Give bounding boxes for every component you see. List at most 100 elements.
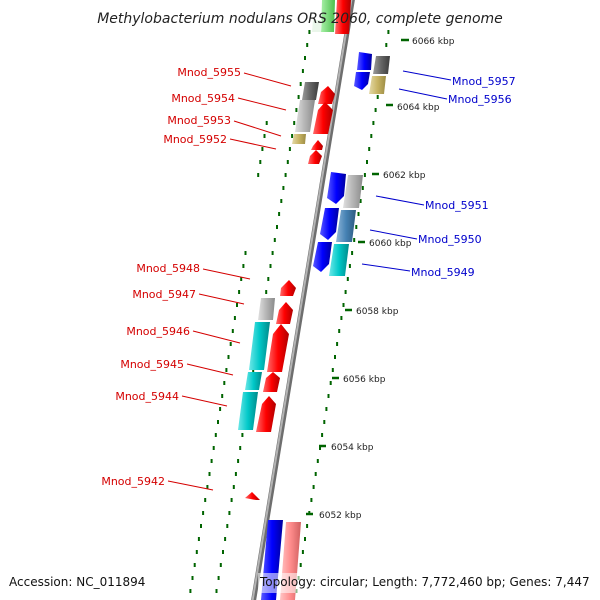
track-dot: [304, 537, 306, 541]
scale-label: 6056 kbp: [343, 375, 386, 385]
gene-label[interactable]: Mnod_5950: [418, 233, 482, 246]
gene-arrow[interactable]: [320, 208, 339, 240]
gene-label[interactable]: Mnod_5951: [425, 199, 489, 212]
gene-arrow[interactable]: [302, 82, 319, 100]
gene-arrow[interactable]: [276, 302, 293, 324]
gene-label[interactable]: Mnod_5942: [101, 475, 165, 488]
gene-arrow[interactable]: [267, 324, 289, 372]
gene-label[interactable]: Mnod_5954: [171, 92, 235, 105]
gene-arrow[interactable]: [258, 298, 275, 320]
gene-arrow[interactable]: [280, 280, 296, 296]
track-dot: [229, 342, 232, 346]
track-dot: [323, 420, 326, 424]
gene-arrow[interactable]: [311, 140, 323, 150]
gene-arrow[interactable]: [327, 172, 346, 204]
gene-arrow[interactable]: [373, 56, 390, 74]
gene-arrow[interactable]: [256, 396, 276, 432]
track-dot: [293, 121, 296, 125]
track-dot: [342, 303, 345, 307]
gene-label[interactable]: Mnod_5953: [167, 114, 231, 127]
gene-label[interactable]: Mnod_5956: [448, 93, 512, 106]
track-dot: [306, 43, 309, 47]
track-dot: [299, 563, 302, 567]
track-dot: [295, 108, 298, 112]
track-dot: [269, 264, 272, 268]
gene-arrow[interactable]: [321, 0, 335, 32]
gene-label[interactable]: Mnod_5948: [136, 262, 200, 275]
gene-label[interactable]: Mnod_5949: [411, 266, 475, 279]
track-dot: [340, 316, 343, 320]
gene-arrow[interactable]: [357, 52, 372, 70]
track-dot: [217, 420, 219, 424]
label-leaders: [167, 70, 452, 491]
track-dot: [215, 589, 218, 593]
gene-labels-left: Mnod_5955 Mnod_5954 Mnod_5953 Mnod_5952 …: [101, 66, 241, 488]
track-dot: [206, 485, 209, 489]
track-dot: [280, 199, 283, 203]
track-dot: [219, 407, 222, 411]
gene-arrow[interactable]: [249, 322, 270, 370]
track-dot: [238, 290, 241, 294]
gene-arrow[interactable]: [329, 244, 349, 276]
track-dot: [327, 394, 330, 398]
scale-label: 6052 kbp: [319, 511, 362, 521]
gene-arrow[interactable]: [245, 372, 262, 390]
track-dot: [231, 329, 234, 333]
gene-label[interactable]: Mnod_5947: [132, 288, 196, 301]
track-dot: [353, 238, 356, 242]
track-dot: [221, 394, 224, 398]
track-dot: [355, 225, 358, 229]
track-dot: [301, 69, 304, 73]
track-dot: [228, 511, 231, 515]
track-dot: [278, 212, 281, 216]
track-dot: [348, 264, 351, 268]
gene-arrow[interactable]: [369, 76, 386, 94]
gene-arrow[interactable]: [292, 134, 306, 144]
track-dot: [214, 433, 217, 437]
gene-arrow[interactable]: [335, 0, 351, 34]
track-dot: [368, 147, 371, 151]
track-dot: [191, 576, 194, 580]
gene-arrow[interactable]: [245, 492, 260, 500]
track-dot: [222, 550, 224, 554]
scale-label: 6064 kbp: [397, 103, 440, 113]
gene-arrow[interactable]: [313, 242, 332, 272]
gene-arrow[interactable]: [354, 72, 370, 90]
track-dot: [276, 225, 278, 229]
track-dot: [259, 160, 262, 164]
gene-arrow[interactable]: [313, 102, 333, 134]
gene-label[interactable]: Mnod_5946: [126, 325, 190, 338]
gene-label[interactable]: Mnod_5955: [177, 66, 241, 79]
track-dot: [271, 251, 274, 255]
track-dot: [286, 160, 289, 164]
gene-arrow[interactable]: [295, 100, 315, 132]
track-dot: [359, 199, 362, 203]
track-dot: [282, 186, 285, 190]
track-dot: [273, 238, 276, 242]
gene-label[interactable]: Mnod_5957: [452, 75, 516, 88]
track-dot: [210, 459, 213, 463]
track-dot: [344, 290, 347, 294]
gene-arrow[interactable]: [263, 372, 280, 392]
gene-arrow[interactable]: [343, 175, 363, 208]
gene-label[interactable]: Mnod_5945: [120, 358, 184, 371]
gene-arrow[interactable]: [312, 20, 322, 32]
accession-text: Accession: NC_011894: [9, 575, 145, 589]
gene-arrow[interactable]: [318, 86, 335, 104]
track-dot: [244, 251, 247, 255]
track-dot: [297, 95, 300, 99]
track-dot: [338, 329, 341, 333]
gene-arrow[interactable]: [238, 392, 258, 430]
topology-text: Topology: circular; Length: 7,772,460 bp…: [259, 575, 590, 589]
gene-arrow[interactable]: [308, 150, 322, 164]
track-dot: [363, 173, 366, 177]
track-dot: [217, 576, 220, 580]
gene-label[interactable]: Mnod_5952: [163, 133, 227, 146]
gene-group-right-middle: [313, 172, 363, 276]
track-dot: [226, 524, 229, 528]
gene-group-top: [312, 0, 351, 34]
track-dot: [329, 381, 332, 385]
gene-label[interactable]: Mnod_5944: [115, 390, 179, 403]
track-dot: [197, 537, 200, 541]
gene-arrow[interactable]: [336, 210, 356, 242]
